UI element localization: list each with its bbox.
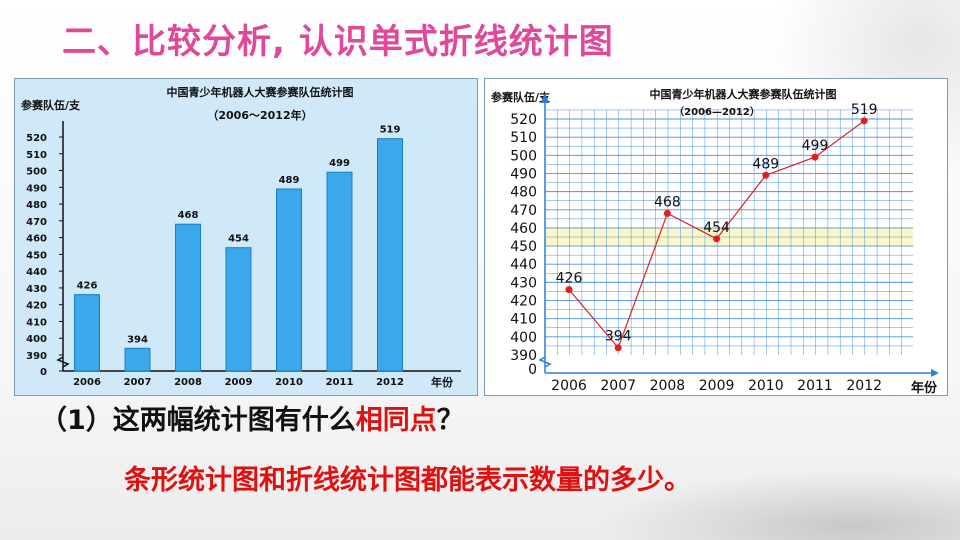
- y-tick-label: 510: [510, 130, 537, 146]
- data-label: 468: [654, 194, 681, 210]
- bar-chart-panel: 中国青少年机器人大赛参赛队伍统计图 （2006～2012年） 参赛队伍/支 0 390 4…: [14, 78, 478, 396]
- data-point-2010: [762, 171, 770, 179]
- question-suffix: ？: [436, 405, 464, 436]
- x-tick-label: 2009: [699, 378, 735, 394]
- x-tick-label: 2011: [326, 377, 354, 388]
- x-tick-label: 2006: [551, 378, 587, 394]
- data-point-2011: [811, 153, 819, 161]
- chart-title: 中国青少年机器人大赛参赛队伍统计图: [167, 85, 354, 99]
- y-tick-label: 450: [510, 239, 537, 255]
- data-point-2006: [565, 286, 573, 294]
- y-tick-label: 390: [26, 351, 47, 362]
- x-tick-label: 2010: [748, 378, 784, 394]
- y-tick-label: 480: [26, 200, 47, 211]
- x-axis-arrow: [931, 369, 939, 377]
- y-tick-label: 490: [26, 183, 47, 194]
- bar-2008: [175, 223, 201, 372]
- question-text: （1）这两幅统计图有什么相同点？: [40, 398, 464, 437]
- y-tick-label: 520: [510, 112, 537, 128]
- y-tick-label: 460: [510, 221, 537, 237]
- question-highlight: 相同点: [355, 405, 437, 436]
- y-axis-arrow: [541, 93, 549, 103]
- decorative-ink-landscape: [600, 470, 960, 540]
- bar-2011: [326, 171, 353, 372]
- bar-value-label: 499: [329, 158, 350, 169]
- y-tick-label: 390: [510, 348, 537, 364]
- data-label: 454: [703, 220, 730, 236]
- y-tick-label: 470: [26, 217, 47, 228]
- bar-chart: 中国青少年机器人大赛参赛队伍统计图 （2006～2012年） 参赛队伍/支 0 390 4…: [21, 85, 461, 389]
- y-axis-label: 参赛队伍/支: [491, 90, 551, 104]
- bar-value-label: 394: [127, 334, 148, 345]
- y-tick-label: 410: [26, 317, 47, 328]
- data-point-2008: [663, 209, 671, 217]
- y-tick-label: 500: [26, 167, 47, 178]
- y-axis-label: 参赛队伍/支: [21, 98, 81, 112]
- x-tick-label: 2008: [650, 378, 686, 394]
- bar-2007: [124, 347, 151, 372]
- y-tick-label: 480: [510, 185, 537, 201]
- x-tick-label: 2007: [124, 377, 152, 388]
- y-tick-label: 470: [510, 203, 537, 219]
- x-tick-label: 2006: [73, 377, 101, 388]
- y-tick-label: 420: [26, 301, 47, 312]
- y-tick-label: 430: [26, 284, 47, 295]
- y-tick-label: 0: [528, 362, 537, 378]
- data-label: 499: [802, 138, 829, 154]
- x-tick-label: 2012: [846, 378, 882, 394]
- bar-value-label: 468: [178, 210, 199, 221]
- chart-subtitle: （2006—2012）: [674, 105, 760, 118]
- data-point-2007: [614, 344, 622, 352]
- bar-value-label: 519: [380, 125, 401, 136]
- x-tick-label: 2008: [174, 377, 202, 388]
- y-tick-label: 490: [510, 166, 537, 182]
- y-tick-label: 440: [26, 267, 47, 278]
- x-axis-label: 年份: [911, 380, 938, 396]
- x-tick-label: 2011: [797, 378, 833, 394]
- y-tick-label: 410: [510, 312, 537, 328]
- x-tick-label: 2012: [376, 377, 404, 388]
- y-tick-label: 450: [26, 250, 47, 261]
- x-tick-label: 2009: [225, 377, 253, 388]
- bar-value-label: 454: [228, 234, 249, 245]
- data-label: 519: [851, 102, 878, 118]
- answer-text: 条形统计图和折线统计图都能表示数量的多少。: [124, 465, 691, 496]
- y-tick-label: 460: [26, 234, 47, 245]
- x-tick-label: 2010: [275, 377, 303, 388]
- data-point-2012: [860, 117, 868, 125]
- data-label: 394: [605, 329, 632, 345]
- x-tick-label: 2007: [600, 378, 636, 394]
- y-tick-label: 0: [40, 367, 47, 378]
- bar-2012: [377, 138, 403, 372]
- bar-value-label: 426: [77, 281, 98, 292]
- y-tick-label: 510: [26, 150, 47, 161]
- y-tick-label: 500: [510, 148, 537, 164]
- axis-break-mark: [538, 356, 552, 368]
- y-tick-label: 400: [510, 330, 537, 346]
- data-label: 426: [556, 271, 583, 287]
- data-point-2009: [713, 235, 721, 243]
- bar-2010: [276, 188, 302, 372]
- y-tick-label: 420: [510, 294, 537, 310]
- x-axis-label: 年份: [431, 375, 454, 389]
- data-label: 489: [752, 156, 779, 172]
- bar-value-label: 489: [279, 175, 300, 186]
- axis-break-mark: [56, 356, 70, 368]
- y-tick-label: 430: [510, 275, 537, 291]
- chart-subtitle: （2006～2012年）: [207, 108, 312, 122]
- y-tick-label: 520: [26, 133, 47, 144]
- line-chart-panel: 参赛队伍/支 中国青少年机器人大赛参赛队伍统计图 （2006—2012） 0 390 40…: [484, 78, 948, 396]
- y-tick-label: 400: [26, 334, 47, 345]
- bar-2009: [225, 247, 252, 372]
- question-prefix: （1）这两幅统计图有什么: [40, 405, 356, 436]
- slide-title: 二、比较分析, 认识单式折线统计图: [62, 22, 614, 62]
- chart-title: 中国青少年机器人大赛参赛队伍统计图: [650, 87, 837, 101]
- y-tick-label: 440: [510, 257, 537, 273]
- bar-2006: [74, 294, 100, 372]
